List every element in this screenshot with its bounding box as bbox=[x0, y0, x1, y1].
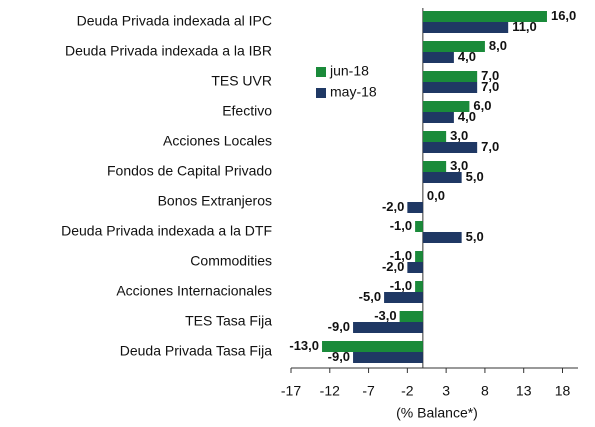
value-label: -9,0 bbox=[328, 349, 350, 364]
y-tick-label: Commodities bbox=[190, 253, 272, 269]
y-tick-label: TES Tasa Fija bbox=[185, 313, 272, 329]
bar bbox=[422, 142, 478, 153]
value-label: 5,0 bbox=[466, 169, 484, 184]
bar bbox=[422, 71, 478, 82]
legend-label: may-18 bbox=[330, 84, 377, 100]
bar bbox=[422, 232, 462, 243]
value-label: -1,0 bbox=[390, 218, 412, 233]
x-tick-label: 8 bbox=[481, 383, 489, 399]
y-tick-label: Deuda Privada indexada al IPC bbox=[77, 13, 272, 29]
value-label: -1,0 bbox=[390, 248, 412, 263]
bar bbox=[422, 161, 447, 172]
x-tick-label: -2 bbox=[401, 383, 414, 399]
bar bbox=[422, 101, 470, 112]
legend-swatch bbox=[316, 88, 326, 98]
value-label: -9,0 bbox=[328, 319, 350, 334]
bar bbox=[353, 352, 423, 363]
legend-swatch bbox=[316, 67, 326, 77]
bar bbox=[415, 221, 423, 232]
bar bbox=[422, 172, 462, 183]
value-label: -2,0 bbox=[382, 199, 404, 214]
bar bbox=[407, 262, 423, 273]
bar bbox=[407, 202, 423, 213]
x-axis-label: (% Balance*) bbox=[396, 405, 478, 421]
bar bbox=[415, 281, 423, 292]
value-label: -3,0 bbox=[374, 308, 396, 323]
bar bbox=[422, 131, 447, 142]
value-label: 4,0 bbox=[458, 109, 476, 124]
bar bbox=[422, 41, 485, 52]
value-label: 8,0 bbox=[489, 38, 507, 53]
y-tick-label: Deuda Privada Tasa Fija bbox=[120, 343, 272, 359]
y-tick-label: Efectivo bbox=[222, 103, 272, 119]
x-tick-label: -7 bbox=[362, 383, 375, 399]
bar bbox=[415, 251, 423, 262]
value-label: 3,0 bbox=[450, 128, 468, 143]
y-tick-label: Deuda Privada indexada a la IBR bbox=[65, 43, 272, 59]
bar bbox=[353, 322, 423, 333]
y-tick-label: Acciones Internacionales bbox=[116, 283, 272, 299]
value-label: 0,0 bbox=[427, 188, 445, 203]
legend-label: jun-18 bbox=[329, 63, 369, 79]
x-tick-label: 18 bbox=[555, 383, 571, 399]
x-tick-label: 13 bbox=[516, 383, 532, 399]
value-label: -2,0 bbox=[382, 259, 404, 274]
value-label: 11,0 bbox=[512, 19, 537, 34]
value-label: 7,0 bbox=[481, 79, 499, 94]
bar bbox=[384, 292, 423, 303]
value-label: 7,0 bbox=[481, 68, 499, 83]
y-tick-label: Acciones Locales bbox=[163, 133, 272, 149]
y-tick-label: Deuda Privada indexada a la DTF bbox=[61, 223, 272, 239]
y-tick-label: Fondos de Capital Privado bbox=[107, 163, 272, 179]
value-label: -13,0 bbox=[289, 338, 319, 353]
x-tick-label: -17 bbox=[281, 383, 301, 399]
bar bbox=[422, 22, 509, 33]
bar bbox=[422, 82, 478, 93]
value-label: -5,0 bbox=[359, 289, 381, 304]
y-tick-label: Bonos Extranjeros bbox=[158, 193, 272, 209]
y-tick-label: TES UVR bbox=[211, 73, 272, 89]
value-label: 7,0 bbox=[481, 139, 499, 154]
x-tick-label: 3 bbox=[442, 383, 450, 399]
bar bbox=[422, 11, 547, 22]
bar bbox=[322, 341, 423, 352]
value-label: 6,0 bbox=[473, 98, 491, 113]
bar bbox=[399, 311, 423, 322]
value-label: 5,0 bbox=[466, 229, 484, 244]
value-label: 4,0 bbox=[458, 49, 476, 64]
x-tick-label: -12 bbox=[320, 383, 340, 399]
value-label: -1,0 bbox=[390, 278, 412, 293]
value-label: 3,0 bbox=[450, 158, 468, 173]
value-label: 16,0 bbox=[551, 8, 576, 23]
bar bbox=[422, 112, 454, 123]
bar bbox=[422, 52, 454, 63]
